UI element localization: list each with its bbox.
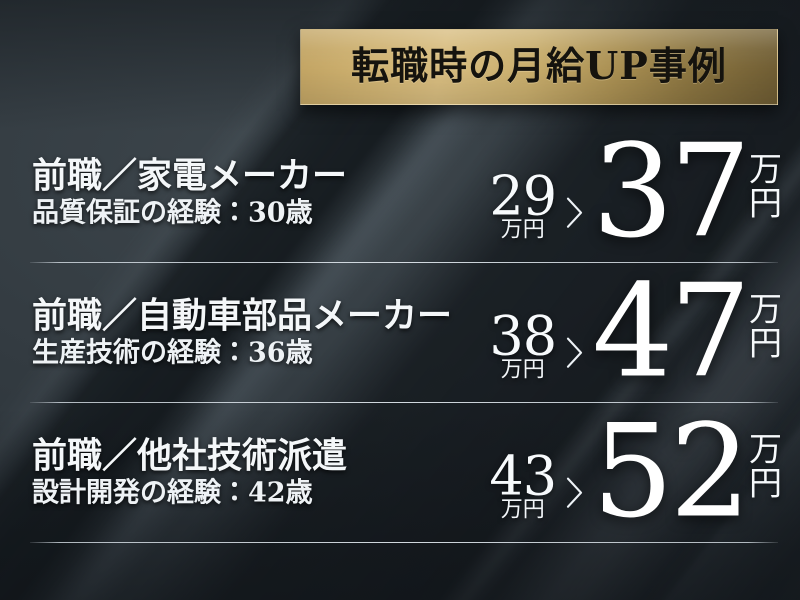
row-divider	[30, 402, 778, 403]
salary-after-unit: 万 円	[749, 153, 782, 220]
salary-after-value: 47	[592, 257, 751, 407]
case-row: 前職／他社技術派遣 設計開発の経験：42歳 43 万円 52	[0, 403, 800, 543]
row-divider	[30, 542, 778, 543]
job-info: 前職／他社技術派遣 設計開発の経験：42歳	[32, 437, 347, 508]
salary-before-value: 43	[489, 444, 557, 508]
salary-before-unit: 万円	[500, 357, 545, 383]
salary-after: 52 万 円	[592, 397, 782, 547]
salary-comparison: 43 万円 52 万 円	[489, 397, 782, 547]
salary-before-value: 38	[489, 304, 557, 368]
chevron-right-icon	[562, 329, 588, 375]
salary-before: 43 万円	[489, 444, 557, 530]
salary-after-unit-man: 万	[749, 289, 782, 329]
salary-before-unit: 万円	[500, 217, 545, 243]
job-title: 前職／家電メーカー	[32, 155, 348, 197]
job-info: 前職／家電メーカー 品質保証の経験：30歳	[32, 157, 347, 228]
job-subtitle: 設計開発の経験：42歳	[32, 477, 313, 509]
job-subtitle: 生産技術の経験：36歳	[32, 337, 313, 369]
job-title: 前職／自動車部品メーカー	[32, 295, 453, 337]
salary-after-value: 37	[592, 117, 751, 267]
title-banner: 転職時の月給UP事例	[300, 29, 778, 105]
salary-after-unit-yen: 円	[749, 323, 782, 363]
salary-before: 38 万円	[489, 304, 557, 390]
salary-after-unit-man: 万	[749, 429, 782, 469]
salary-comparison: 38 万円 47 万 円	[489, 257, 782, 407]
salary-after-unit-man: 万	[749, 149, 782, 189]
job-info: 前職／自動車部品メーカー 生産技術の経験：36歳	[32, 297, 452, 368]
case-row: 前職／自動車部品メーカー 生産技術の経験：36歳 38 万円 47	[0, 263, 800, 403]
case-list: 前職／家電メーカー 品質保証の経験：30歳 29 万円 37	[0, 123, 800, 543]
page-title: 転職時の月給UP事例	[351, 43, 727, 88]
salary-before: 29 万円	[489, 164, 557, 250]
salary-after: 37 万 円	[592, 117, 782, 267]
salary-after-value: 52	[592, 397, 751, 547]
job-subtitle: 品質保証の経験：30歳	[32, 197, 313, 229]
salary-before-value: 29	[489, 164, 557, 228]
salary-after-unit-yen: 円	[749, 463, 782, 503]
salary-after-unit: 万 円	[749, 433, 782, 500]
chevron-right-icon	[562, 469, 588, 515]
salary-after-unit-yen: 円	[749, 183, 782, 223]
row-divider	[30, 262, 778, 263]
salary-comparison: 29 万円 37 万 円	[489, 117, 782, 267]
title-banner-plate: 転職時の月給UP事例	[300, 29, 778, 105]
salary-after: 47 万 円	[592, 257, 782, 407]
case-row: 前職／家電メーカー 品質保証の経験：30歳 29 万円 37	[0, 123, 800, 263]
job-title: 前職／他社技術派遣	[32, 435, 348, 477]
chevron-right-icon	[562, 189, 588, 235]
salary-after-unit: 万 円	[749, 293, 782, 360]
salary-before-unit: 万円	[500, 497, 545, 523]
